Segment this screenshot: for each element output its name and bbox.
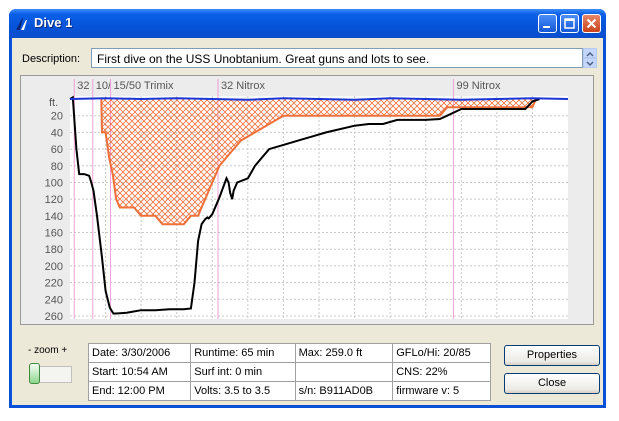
empty-cell (294, 362, 394, 382)
surface-interval-cell: Surf int: 0 min (190, 362, 296, 382)
cns-cell: CNS: 22% (392, 362, 491, 382)
temperature-line (69, 97, 569, 101)
scroll-down-button[interactable] (583, 58, 597, 68)
runtime-cell: Runtime: 65 min (190, 343, 296, 363)
x-tick-label: 50 (420, 323, 432, 324)
y-tick-label: 80 (51, 161, 63, 173)
ceiling-line (100, 98, 537, 226)
scroll-up-button[interactable] (583, 48, 597, 58)
y-tick-label: 160 (45, 228, 63, 240)
info-row: Start: 10:54 AM Surf int: 0 min CNS: 22% (87, 362, 491, 382)
dive-window: Dive 1 Description: First dive on the US… (9, 9, 606, 408)
dialog-body: Description: First dive on the USS Unobt… (12, 38, 603, 405)
depth-unit-label: ft. (49, 97, 58, 109)
end-time-cell: End: 12:00 PM (87, 381, 192, 401)
max-depth-cell: Max: 259.0 ft (294, 343, 394, 363)
x-tick-label: 5 (103, 323, 109, 324)
description-field[interactable]: First dive on the USS Unobtanium. Great … (91, 48, 583, 68)
date-cell: Date: 3/30/2006 (87, 343, 192, 363)
chevron-up-icon (586, 51, 594, 57)
close-icon (586, 18, 597, 29)
x-tick-label: 10 (135, 323, 147, 324)
title-bar[interactable]: Dive 1 (9, 9, 606, 38)
y-tick-label: 20 (51, 111, 63, 123)
y-tick-label: 60 (51, 144, 63, 156)
y-tick-label: 40 (51, 127, 63, 139)
properties-button[interactable]: Properties (504, 345, 600, 366)
y-axis-ticks: 20 40 60 80 100 120 140 160 180 200 220 240 260 (45, 111, 63, 323)
decompression-area (101, 99, 537, 225)
x-tick-label: 45 (384, 323, 396, 324)
info-row: End: 12:00 PM Volts: 3.5 to 3.5 s/n: B91… (87, 381, 491, 401)
y-tick-label: 120 (45, 194, 63, 206)
x-tick-label: 0 (67, 323, 73, 324)
zoom-slider-thumb[interactable] (29, 363, 40, 384)
dive-profile-svg[interactable]: 0 5 10 15 20 25 30 35 40 45 50 55 60 65 70 20 40 60 80 100… (21, 76, 593, 335)
y-tick-label: 180 (45, 244, 63, 256)
start-time-cell: Start: 10:54 AM (87, 362, 192, 382)
x-tick-label: 55 (455, 323, 467, 324)
dive-profile-chart[interactable]: 0 5 10 15 20 25 30 35 40 45 50 55 60 65 70 20 40 60 80 100… (20, 75, 594, 335)
close-button[interactable]: Close (504, 373, 600, 394)
depth-profile-line (69, 95, 540, 315)
gas-switch-label: 10/ (96, 80, 112, 92)
maximize-icon (564, 18, 575, 29)
y-tick-label: 220 (45, 278, 63, 290)
gas-switch-label: 15/50 Trimix (114, 80, 174, 92)
firmware-cell: firmware v: 5 (392, 381, 491, 401)
x-tick-label: 65 (526, 323, 538, 324)
x-tick-label: 30 (277, 323, 289, 324)
volts-cell: Volts: 3.5 to 3.5 (190, 381, 296, 401)
window-title: Dive 1 (34, 15, 73, 30)
y-tick-label: 260 (45, 311, 63, 323)
gas-switch-label: 32 (77, 80, 89, 92)
minimize-icon (543, 26, 550, 28)
y-tick-label: 140 (45, 211, 63, 223)
x-tick-label: 70 (562, 323, 574, 324)
dive-info-table: Date: 3/30/2006 Runtime: 65 min Max: 259… (87, 343, 491, 401)
description-text: First dive on the USS Unobtanium. Great … (97, 52, 430, 66)
x-tick-label: 60 (491, 323, 503, 324)
maximize-button[interactable] (560, 14, 579, 33)
description-label: Description: (22, 53, 81, 65)
zoom-label: - zoom + (28, 345, 68, 356)
x-tick-label: 35 (313, 323, 325, 324)
app-icon (16, 18, 27, 30)
x-axis-ticks: 0 5 10 15 20 25 30 35 40 45 50 55 60 65 70 (67, 323, 574, 335)
x-tick-label: 40 (348, 323, 360, 324)
description-scroll-spinner[interactable] (583, 48, 597, 68)
gas-switch-label: 99 Nitrox (456, 80, 501, 92)
gradient-factor-cell: GFLo/Hi: 20/85 (392, 343, 491, 363)
x-tick-label: 15 (171, 323, 183, 324)
minimize-button[interactable] (538, 14, 557, 33)
y-tick-label: 200 (45, 261, 63, 273)
x-tick-label: 25 (242, 323, 254, 324)
close-window-button[interactable] (582, 14, 601, 33)
info-row: Date: 3/30/2006 Runtime: 65 min Max: 259… (87, 343, 491, 363)
gas-switch-label: 32 Nitrox (221, 80, 266, 92)
y-tick-label: 240 (45, 294, 63, 306)
serial-number-cell: s/n: B911AD0B (294, 381, 394, 401)
x-tick-label: 20 (206, 323, 218, 324)
chevron-down-icon (586, 61, 594, 67)
y-tick-label: 100 (45, 177, 63, 189)
